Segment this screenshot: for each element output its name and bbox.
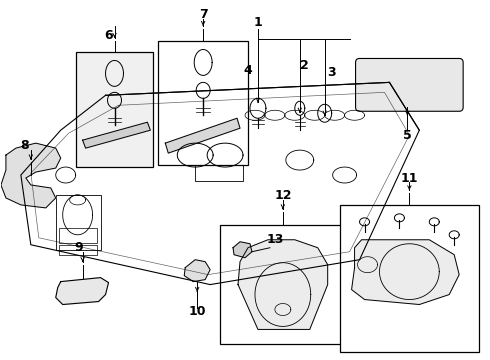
- Polygon shape: [1, 143, 61, 208]
- Text: 10: 10: [189, 305, 206, 318]
- Polygon shape: [165, 118, 240, 153]
- Polygon shape: [238, 240, 328, 329]
- Bar: [340, 205, 479, 352]
- Polygon shape: [56, 278, 108, 305]
- Polygon shape: [352, 240, 459, 305]
- Bar: [220, 225, 349, 345]
- Text: 11: 11: [401, 171, 418, 185]
- Bar: [59, 245, 97, 255]
- Bar: [195, 163, 243, 181]
- Text: 8: 8: [21, 139, 29, 152]
- Text: 13: 13: [266, 233, 284, 246]
- Polygon shape: [184, 260, 210, 282]
- Text: 2: 2: [300, 59, 309, 72]
- Text: 5: 5: [403, 129, 412, 142]
- Text: 9: 9: [74, 241, 83, 254]
- Bar: [158, 41, 248, 165]
- Bar: [59, 228, 97, 243]
- Polygon shape: [233, 242, 252, 258]
- Polygon shape: [83, 122, 150, 148]
- Text: 12: 12: [274, 189, 292, 202]
- Text: 6: 6: [104, 29, 113, 42]
- Bar: [56, 195, 100, 250]
- Text: 7: 7: [199, 8, 208, 21]
- Text: 4: 4: [244, 64, 252, 77]
- Bar: [75, 53, 153, 167]
- FancyBboxPatch shape: [356, 58, 463, 111]
- Text: 3: 3: [327, 66, 336, 79]
- Text: 1: 1: [253, 16, 262, 29]
